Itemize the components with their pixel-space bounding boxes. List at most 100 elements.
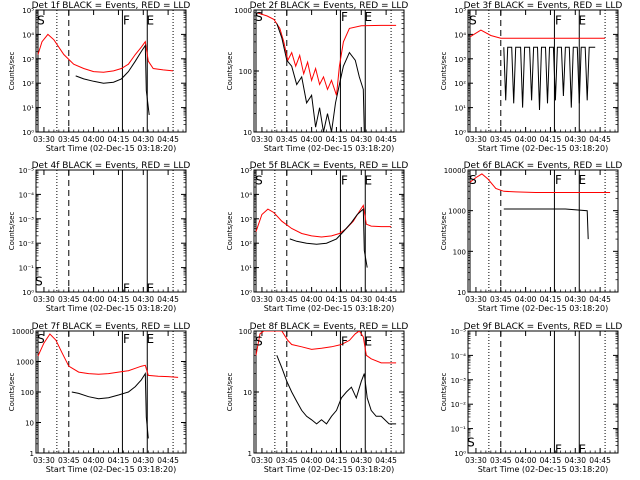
- x-tick-label: 04:30: [350, 456, 372, 465]
- chart-panel-9: Det 9f BLACK = Events, RED = LLD 10⁰ 10⁻¹ 1…: [440, 322, 622, 474]
- y-tick-label: 10⁻⁵: [19, 167, 35, 175]
- x-tick-label: 04:45: [375, 135, 397, 144]
- chart-title: Det 2f BLACK = Events, RED = LLD: [250, 1, 409, 11]
- y-tick-label: 10²: [454, 80, 466, 88]
- x-axis-label: Start Time (02-Dec-15 03:18:20): [264, 465, 395, 474]
- y-tick-label: 10⁻⁴: [19, 191, 35, 199]
- x-tick-label: 04:30: [132, 135, 154, 144]
- chart-title: Det 9f BLACK = Events, RED = LLD: [464, 322, 623, 332]
- y-tick-label: 10⁴: [22, 31, 34, 39]
- plot-frame: [467, 169, 619, 293]
- x-tick-label: 04:00: [515, 456, 537, 465]
- x-tick-label: 03:45: [276, 135, 298, 144]
- events-series-line: [75, 43, 150, 115]
- x-tick-label: 03:45: [490, 135, 512, 144]
- y-axis-label: Counts/sec: [8, 373, 16, 412]
- plot-frame: [35, 169, 187, 293]
- x-tick-label: 04:00: [83, 135, 105, 144]
- chart-title: Det 7f BLACK = Events, RED = LLD: [32, 322, 191, 332]
- marker-label-E: E: [578, 443, 586, 457]
- marker-label-F: F: [341, 10, 348, 24]
- y-tick-label: 10⁻²: [19, 240, 35, 248]
- y-tick-label: 10³: [454, 56, 466, 64]
- y-tick-label: 10²: [22, 80, 34, 88]
- y-tick-label: 10²: [240, 240, 252, 248]
- marker-label-E: E: [364, 334, 372, 348]
- x-tick-label: 03:30: [465, 295, 487, 304]
- marker-label-F: F: [341, 334, 348, 348]
- x-tick-label: 03:45: [58, 135, 80, 144]
- y-tick-label: 10000: [12, 328, 34, 336]
- y-axis-label: Counts/sec: [440, 373, 448, 412]
- x-tick-label: 04:45: [157, 456, 179, 465]
- y-tick-label: 1000: [16, 359, 34, 367]
- y-tick-label: 10: [243, 129, 252, 137]
- y-axis-label: Counts/sec: [226, 52, 234, 91]
- y-tick-label: 10⁻³: [451, 377, 467, 385]
- x-tick-label: 04:30: [132, 295, 154, 304]
- y-axis-label: Counts/sec: [226, 212, 234, 251]
- plot-area: [56, 170, 174, 292]
- marker-label-S: S: [467, 435, 475, 449]
- x-tick-label: 04:15: [326, 456, 348, 465]
- x-tick-label: 04:15: [108, 456, 130, 465]
- x-tick-label: 04:30: [350, 295, 372, 304]
- x-tick-label: 04:00: [515, 135, 537, 144]
- marker-label-E: E: [578, 173, 586, 187]
- lld-series-line: [469, 29, 606, 39]
- y-tick-label: 1000: [448, 208, 466, 216]
- events-series-line: [276, 355, 397, 425]
- x-tick-label: 04:45: [157, 295, 179, 304]
- plot-frame: [467, 9, 619, 133]
- plot-area: [488, 331, 606, 453]
- x-tick-label: 04:45: [375, 295, 397, 304]
- chart-title: Det 5f BLACK = Events, RED = LLD: [250, 161, 409, 171]
- x-axis-label: Start Time (02-Dec-15 03:18:20): [46, 304, 177, 313]
- x-tick-label: 03:45: [490, 295, 512, 304]
- x-tick-label: 04:00: [301, 456, 323, 465]
- x-tick-label: 04:30: [564, 456, 586, 465]
- marker-label-S: S: [37, 332, 45, 346]
- y-tick-label: 100: [453, 248, 466, 256]
- chart-panel-6: Det 6f BLACK = Events, RED = LLD 10 100 100…: [440, 161, 622, 313]
- chart-panel-2: Det 2f BLACK = Events, RED = LLD 10 100 100…: [226, 1, 408, 153]
- events-series-line: [503, 208, 589, 240]
- y-axis-label: Counts/sec: [440, 212, 448, 251]
- plot-frame: [35, 330, 187, 454]
- marker-label-S: S: [469, 173, 477, 187]
- x-axis-label: Start Time (02-Dec-15 03:18:20): [264, 144, 395, 153]
- x-tick-label: 04:45: [589, 456, 611, 465]
- x-tick-label: 04:00: [83, 456, 105, 465]
- chart-title: Det 6f BLACK = Events, RED = LLD: [464, 161, 623, 171]
- x-tick-label: 03:30: [465, 135, 487, 144]
- x-axis-label: Start Time (02-Dec-15 03:18:20): [478, 465, 609, 474]
- marker-label-F: F: [123, 14, 130, 28]
- x-tick-label: 04:30: [132, 456, 154, 465]
- y-axis-label: Counts/sec: [8, 52, 16, 91]
- plot-area: [255, 10, 397, 132]
- x-tick-label: 03:30: [465, 456, 487, 465]
- lld-series-line: [255, 204, 392, 238]
- x-tick-label: 04:15: [540, 135, 562, 144]
- x-tick-label: 03:30: [251, 456, 273, 465]
- chart-panel-1: Det 1f BLACK = Events, RED = LLD 10⁰ 10¹ 10…: [8, 1, 190, 153]
- chart-panel-8: Det 8f BLACK = Events, RED = LLD 1 10 100 03…: [226, 322, 408, 474]
- y-tick-label: 1: [30, 450, 34, 458]
- y-tick-label: 10: [457, 289, 466, 297]
- chart-panel-7: Det 7f BLACK = Events, RED = LLD 1 10 100 10…: [8, 322, 190, 474]
- y-tick-label: 100: [239, 68, 252, 76]
- y-tick-label: 10⁵: [22, 7, 34, 15]
- y-tick-label: 10⁴: [454, 31, 466, 39]
- events-series-line: [289, 208, 368, 268]
- y-tick-label: 10000: [444, 167, 466, 175]
- y-tick-label: 10³: [22, 56, 34, 64]
- y-tick-label: 1: [248, 450, 252, 458]
- x-tick-label: 04:15: [540, 456, 562, 465]
- chart-title: Det 4f BLACK = Events, RED = LLD: [32, 161, 191, 171]
- plot-frame: [253, 9, 405, 133]
- y-tick-label: 100: [239, 328, 252, 336]
- marker-label-S: S: [255, 174, 263, 188]
- chart-panel-3: Det 3f BLACK = Events, RED = LLD 10⁰ 10¹ 10…: [440, 1, 622, 153]
- x-axis-label: Start Time (02-Dec-15 03:18:20): [478, 304, 609, 313]
- marker-label-E: E: [146, 282, 154, 296]
